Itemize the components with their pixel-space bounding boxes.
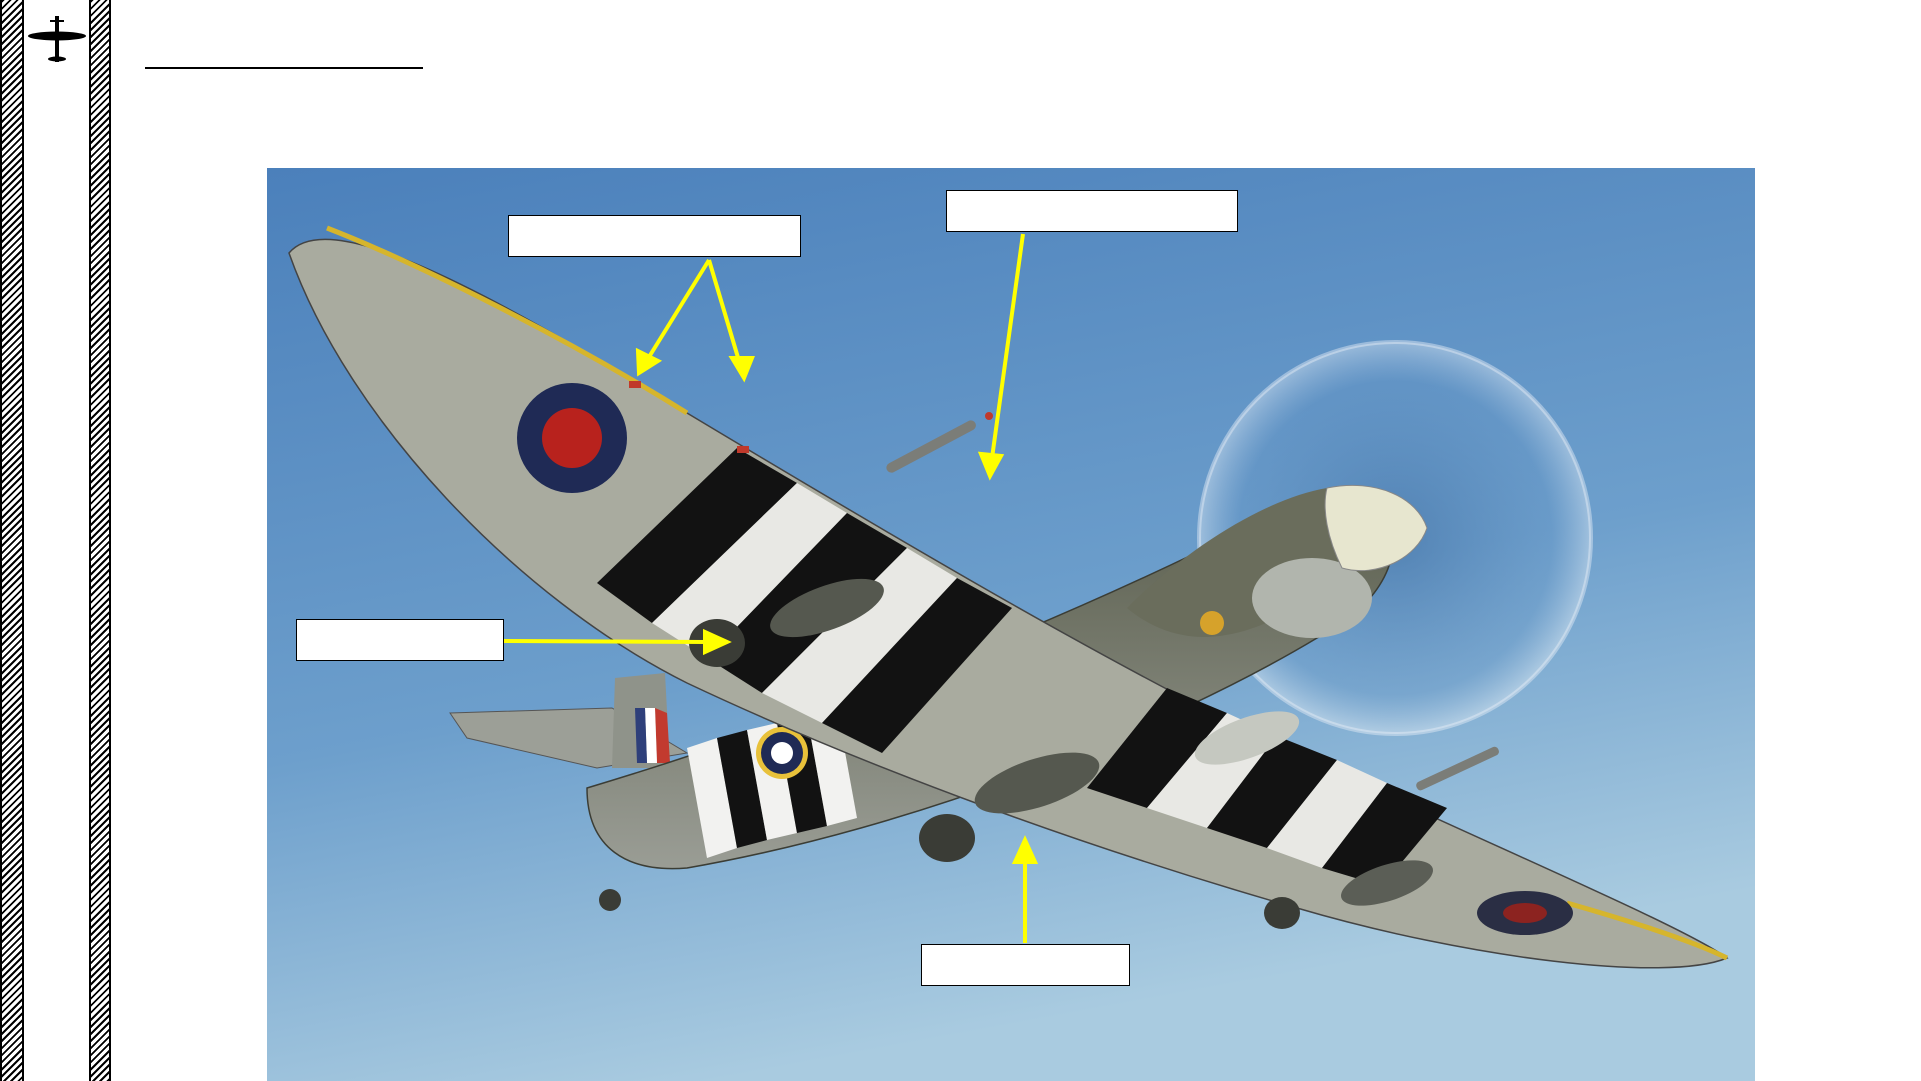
left-hatched-rail	[0, 0, 24, 1081]
title-underline	[145, 67, 423, 69]
callout-oil-cooler	[921, 944, 1130, 986]
aircraft-photo	[267, 168, 1755, 1081]
callout-arrows	[502, 233, 1039, 943]
right-wing-roundel	[1477, 891, 1573, 935]
wing-light-1	[629, 381, 641, 388]
spinner	[1324, 484, 1428, 572]
callout-wingtip-lights	[508, 215, 801, 257]
oil-cooler-intake	[919, 814, 975, 862]
left-wing-roundel	[517, 383, 627, 493]
spitfire-silhouette-icon	[28, 16, 86, 62]
callout-under-wing-radiator	[296, 619, 504, 661]
wing-light-2	[737, 446, 749, 453]
callout-pitot-tube	[946, 190, 1238, 232]
pitot-tube	[886, 420, 976, 473]
right-hatched-rail	[89, 0, 111, 1081]
